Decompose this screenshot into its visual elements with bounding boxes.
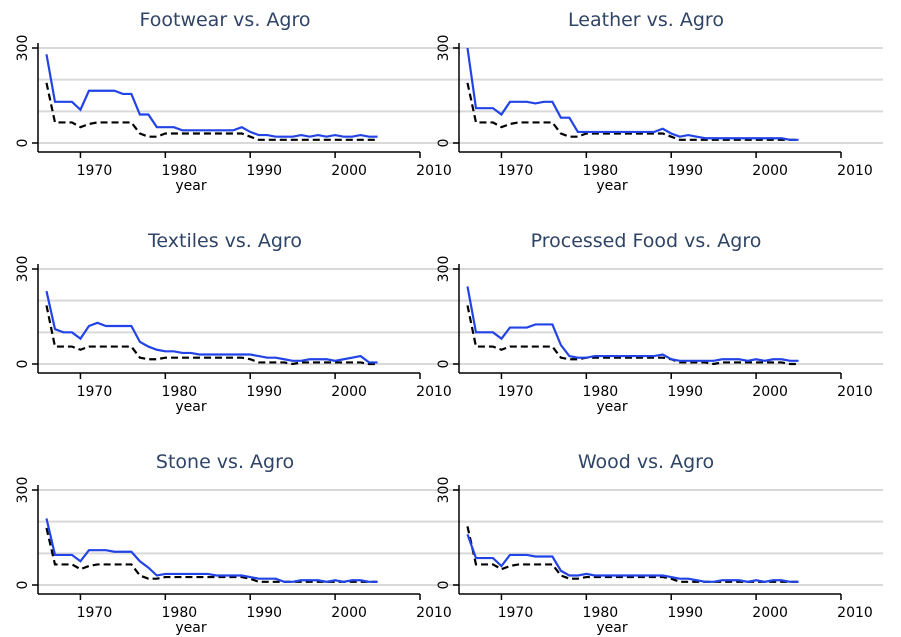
- x-tick-label: 1990: [667, 384, 703, 400]
- y-tick-label: 300: [436, 477, 452, 504]
- x-tick-label: 2000: [752, 384, 788, 400]
- series-line: [45, 54, 378, 138]
- x-axis-label: year: [175, 620, 206, 636]
- panel: Footwear vs. Agro 0 300 1970 1980 1990 2000 201…: [15, 9, 462, 194]
- x-tick-label: 1970: [498, 384, 534, 400]
- y-tick-label: 0: [436, 360, 452, 369]
- panel-title: Wood vs. Agro: [578, 451, 714, 473]
- x-tick-label: 1990: [667, 605, 703, 621]
- panel-title: Processed Food vs. Agro: [531, 230, 762, 252]
- x-tick-label: 1980: [162, 605, 198, 621]
- series-line: [45, 518, 378, 583]
- x-tick-label: 1970: [498, 163, 534, 179]
- x-tick-label: 2000: [331, 605, 367, 621]
- x-tick-label: 1970: [498, 605, 534, 621]
- x-axis-label: year: [596, 620, 627, 636]
- x-tick-label: 2010: [416, 163, 452, 179]
- panel-title: Textiles vs. Agro: [147, 230, 302, 252]
- y-tick-label: 300: [15, 35, 31, 62]
- y-tick-label: 0: [15, 581, 31, 590]
- x-tick-label: 1970: [77, 163, 113, 179]
- x-tick-label: 1980: [583, 605, 619, 621]
- x-axis-label: year: [596, 178, 627, 194]
- x-tick-label: 2000: [331, 163, 367, 179]
- panel-title: Leather vs. Agro: [568, 9, 724, 31]
- x-tick-label: 1970: [77, 605, 113, 621]
- panel-title: Stone vs. Agro: [156, 451, 294, 473]
- x-tick-label: 1990: [667, 163, 703, 179]
- x-tick-label: 2010: [416, 384, 452, 400]
- x-tick-label: 1980: [583, 384, 619, 400]
- x-tick-label: 1980: [583, 163, 619, 179]
- panel: Textiles vs. Agro 0 300 1970 1980 1990 2000 201…: [15, 230, 462, 415]
- series-line: [466, 47, 799, 141]
- x-axis-label: year: [175, 178, 206, 194]
- series-line: [466, 286, 799, 362]
- x-tick-label: 1990: [246, 605, 282, 621]
- panel: Processed Food vs. Agro 0 300 1970 1980 1990 2…: [436, 230, 883, 415]
- y-tick-label: 0: [15, 360, 31, 369]
- series-line: [466, 305, 799, 366]
- x-tick-label: 2010: [837, 605, 873, 621]
- panel: Wood vs. Agro 0 300 1970 1980 1990 2000 2010 yea…: [436, 451, 883, 636]
- x-tick-label: 1970: [77, 384, 113, 400]
- x-tick-label: 2010: [837, 384, 873, 400]
- y-tick-label: 0: [436, 139, 452, 148]
- x-tick-label: 1990: [246, 163, 282, 179]
- x-tick-label: 2000: [331, 384, 367, 400]
- x-tick-label: 1980: [162, 163, 198, 179]
- y-tick-label: 300: [15, 477, 31, 504]
- x-axis-label: year: [175, 399, 206, 415]
- x-tick-label: 1980: [162, 384, 198, 400]
- x-tick-label: 1990: [246, 384, 282, 400]
- series-line: [45, 82, 378, 141]
- y-tick-label: 300: [15, 256, 31, 283]
- y-tick-label: 0: [436, 581, 452, 590]
- x-tick-label: 2010: [837, 163, 873, 179]
- y-tick-label: 300: [436, 35, 452, 62]
- x-tick-label: 2010: [416, 605, 452, 621]
- y-tick-label: 300: [436, 256, 452, 283]
- panel: Stone vs. Agro 0 300 1970 1980 1990 2000 2010 ye…: [15, 451, 462, 636]
- panel-title: Footwear vs. Agro: [140, 9, 311, 31]
- series-line: [466, 82, 799, 141]
- series-line: [45, 290, 378, 364]
- panel: Leather vs. Agro 0 300 1970 1980 1990 2000 2010…: [436, 9, 883, 194]
- series-line: [45, 305, 378, 366]
- series-line: [466, 533, 799, 583]
- x-tick-label: 2000: [752, 163, 788, 179]
- x-tick-label: 2000: [752, 605, 788, 621]
- y-tick-label: 0: [15, 139, 31, 148]
- x-axis-label: year: [596, 399, 627, 415]
- series-line: [466, 526, 799, 583]
